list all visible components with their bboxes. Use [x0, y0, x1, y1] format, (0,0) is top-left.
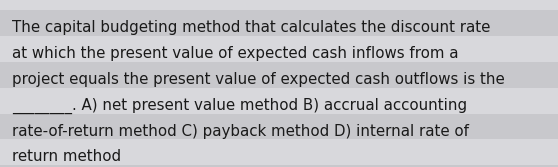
Text: ________. A) net present value method B) accrual accounting: ________. A) net present value method B)…: [12, 98, 468, 114]
FancyBboxPatch shape: [0, 10, 558, 36]
Text: rate-of-return method C) payback method D) internal rate of: rate-of-return method C) payback method …: [12, 124, 469, 139]
FancyBboxPatch shape: [0, 165, 558, 167]
Text: return method: return method: [12, 149, 122, 164]
Text: The capital budgeting method that calculates the discount rate: The capital budgeting method that calcul…: [12, 20, 490, 35]
FancyBboxPatch shape: [0, 114, 558, 139]
Text: project equals the present value of expected cash outflows is the: project equals the present value of expe…: [12, 72, 505, 87]
Text: at which the present value of expected cash inflows from a: at which the present value of expected c…: [12, 46, 459, 61]
FancyBboxPatch shape: [0, 62, 558, 88]
